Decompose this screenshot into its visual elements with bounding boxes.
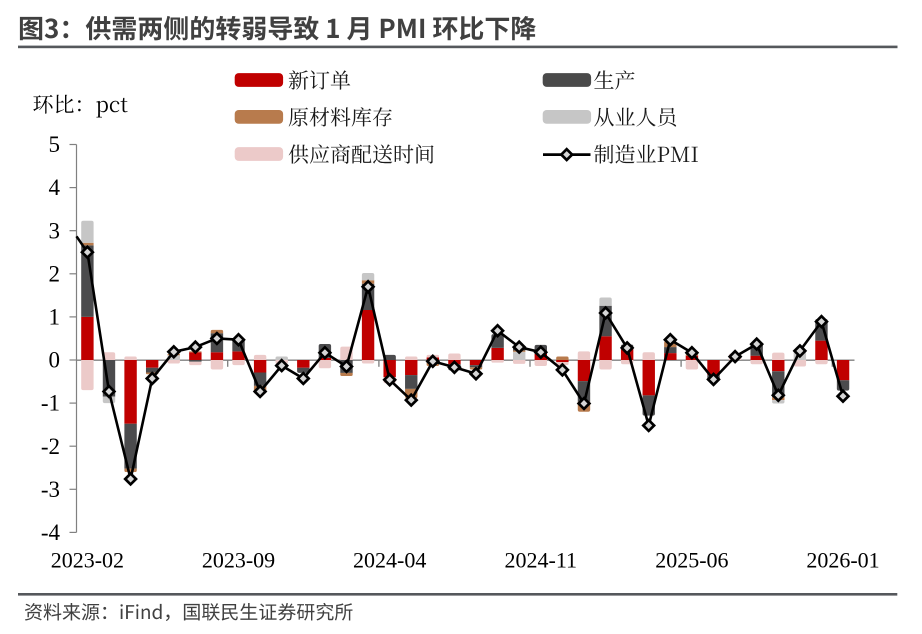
svg-text:1: 1 [49, 305, 61, 330]
svg-text:-2: -2 [41, 434, 60, 459]
svg-text:-4: -4 [41, 520, 61, 545]
svg-text:4: 4 [49, 175, 61, 200]
svg-text:5: 5 [49, 132, 61, 157]
svg-text:-1: -1 [41, 391, 60, 416]
svg-text:2025-06: 2025-06 [655, 548, 728, 573]
svg-text:2023-02: 2023-02 [51, 548, 124, 573]
svg-text:2024-04: 2024-04 [353, 548, 426, 573]
svg-text:2: 2 [49, 261, 61, 286]
svg-text:0: 0 [49, 348, 61, 373]
svg-text:2024-11: 2024-11 [505, 548, 578, 573]
svg-text:3: 3 [49, 218, 61, 243]
svg-text:2026-01: 2026-01 [806, 548, 879, 573]
svg-text:2023-09: 2023-09 [202, 548, 275, 573]
svg-text:-3: -3 [41, 477, 60, 502]
